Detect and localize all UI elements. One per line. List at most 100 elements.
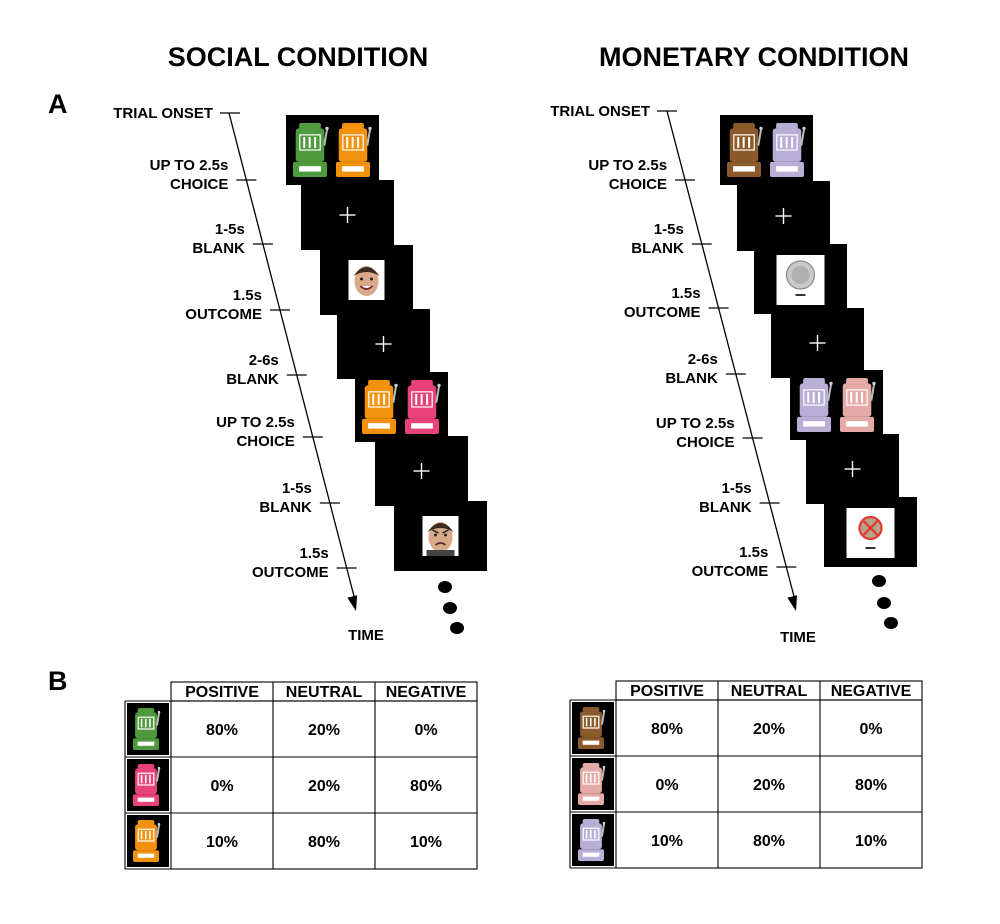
stimulus-screen-choice (790, 370, 883, 440)
slot-machine-icon (840, 378, 876, 432)
slot-machine-icon (336, 123, 372, 177)
monetary-timeline: TRIAL ONSET TIME UP TO 2.5s CHOICE 1-5s BLA… (550, 103, 816, 646)
monetary-condition-title: MONETARY CONDITION (599, 42, 909, 72)
table-cell: 0% (859, 721, 882, 738)
social-probability-table: POSITIVE NEUTRAL NEGATIVE 80% 20% 0% 0% 20% 80% 1… (124, 681, 478, 870)
fixation-cross (375, 336, 392, 352)
event-duration-label: 1-5s (215, 221, 245, 238)
event-duration-label: 1.5s (299, 545, 328, 562)
event-name-label: CHOICE (170, 176, 228, 193)
event-duration-label: 1-5s (654, 221, 684, 238)
continuation-dot (872, 575, 886, 587)
stimulus-screen-fixation (806, 434, 899, 504)
slot-machine-icon (770, 123, 806, 177)
table-column-header: NEGATIVE (831, 683, 912, 700)
monetary-continuation-dots (872, 575, 898, 629)
fixation-cross (844, 461, 861, 477)
panel-b-letter: B (48, 666, 68, 696)
continuation-dot (877, 597, 891, 609)
stimulus-screen-choice (355, 372, 448, 442)
table-column-header: NEUTRAL (286, 684, 363, 701)
social-condition-title: SOCIAL CONDITION (168, 42, 429, 72)
table-cell: 10% (206, 834, 238, 851)
social-time-label: TIME (348, 627, 384, 644)
event-duration-label: UP TO 2.5s (656, 415, 735, 432)
coin-image (776, 255, 825, 305)
table-column-header: NEGATIVE (386, 684, 467, 701)
stimulus-screen-fixation (737, 181, 830, 251)
monetary-time-label: TIME (780, 629, 816, 646)
slot-machine-icon (133, 820, 161, 862)
event-duration-label: 1.5s (671, 285, 700, 302)
event-name-label: BLANK (226, 371, 279, 388)
table-column-header: POSITIVE (630, 683, 704, 700)
table-cell: 80% (651, 721, 683, 738)
slot-machine-icon (293, 123, 329, 177)
event-duration-label: 2-6s (688, 351, 718, 368)
slot-machine-icon (578, 819, 606, 861)
table-cell: 80% (410, 778, 442, 795)
table-cell: 0% (210, 778, 233, 795)
stimulus-screen-fixation (771, 308, 864, 378)
stimulus-screen-choice (720, 115, 813, 185)
event-name-label: BLANK (699, 499, 752, 516)
event-name-label: BLANK (192, 240, 245, 257)
table-cell: 80% (206, 722, 238, 739)
monetary-time-arrowhead (787, 595, 798, 611)
stimulus-screen-outcome (320, 245, 413, 315)
slot-machine-icon (578, 707, 606, 749)
fixation-cross (809, 335, 826, 351)
event-duration-label: 1.5s (233, 287, 262, 304)
event-duration-label: 1-5s (722, 480, 752, 497)
fixation-cross (413, 463, 430, 479)
stimulus-screen-outcome (824, 497, 917, 567)
fixation-cross (339, 207, 356, 223)
social-timeline: TRIAL ONSET TIME UP TO 2.5s CHOICE 1-5s BLA… (113, 105, 384, 644)
slot-machine-icon (578, 763, 606, 805)
continuation-dot (884, 617, 898, 629)
monetary-screen-sequence (720, 115, 917, 567)
event-name-label: BLANK (631, 240, 684, 257)
stimulus-screen-fixation (301, 180, 394, 250)
monetary-onset-label: TRIAL ONSET (550, 103, 650, 120)
smiling-face-image (348, 260, 385, 300)
slot-machine-icon (727, 123, 763, 177)
monetary-time-axis (666, 110, 797, 605)
stimulus-screen-fixation (375, 436, 468, 506)
event-duration-label: 1-5s (282, 480, 312, 497)
slot-machine-icon (133, 708, 161, 750)
fixation-cross (775, 208, 792, 224)
monetary-probability-table: POSITIVE NEUTRAL NEGATIVE 80% 20% 0% 0% 20% 80% 1… (569, 680, 923, 869)
event-name-label: OUTCOME (252, 564, 329, 581)
angry-face-image (422, 516, 459, 556)
table-column-header: NEUTRAL (731, 683, 808, 700)
social-screen-sequence (286, 115, 487, 571)
event-name-label: OUTCOME (692, 563, 769, 580)
table-cell: 20% (308, 722, 340, 739)
stimulus-screen-outcome (754, 244, 847, 314)
table-cell: 80% (855, 777, 887, 794)
panel-a-letter: A (48, 89, 68, 119)
stimulus-screen-fixation (337, 309, 430, 379)
table-cell: 20% (308, 778, 340, 795)
stimulus-screen-choice (286, 115, 379, 185)
slot-machine-icon (797, 378, 833, 432)
table-cell: 80% (753, 833, 785, 850)
table-cell: 20% (753, 777, 785, 794)
social-onset-label: TRIAL ONSET (113, 105, 213, 122)
event-name-label: BLANK (665, 370, 718, 387)
stimulus-screen-outcome (394, 501, 487, 571)
continuation-dot (450, 622, 464, 634)
table-cell: 10% (410, 834, 442, 851)
social-continuation-dots (438, 581, 464, 634)
event-name-label: CHOICE (236, 433, 294, 450)
continuation-dot (438, 581, 452, 593)
slot-machine-icon (133, 764, 161, 806)
table-cell: 80% (308, 834, 340, 851)
event-duration-label: UP TO 2.5s (588, 157, 667, 174)
event-name-label: CHOICE (609, 176, 667, 193)
table-cell: 10% (651, 833, 683, 850)
table-cell: 0% (414, 722, 437, 739)
social-time-axis (228, 112, 357, 605)
slot-machine-icon (362, 380, 398, 434)
